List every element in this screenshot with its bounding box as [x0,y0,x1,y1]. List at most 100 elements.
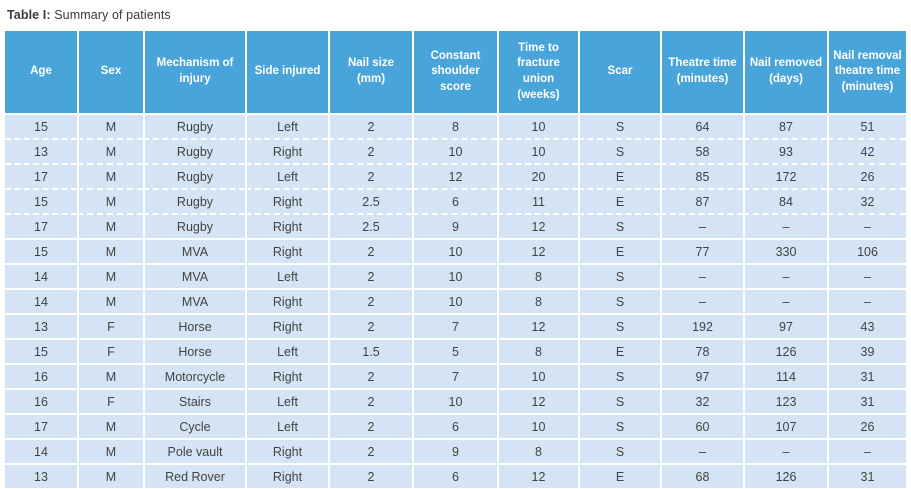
table-row: 17 M Rugby Left 2 12 20 E 85 172 26 [5,163,906,188]
table-cell: 12 [497,463,578,488]
table-cell: Right [245,213,328,238]
table-row: 15 M MVA Right 2 10 12 E 77 330 106 [5,238,906,263]
table-cell: 2 [328,113,412,138]
table-cell: M [77,438,143,463]
table-cell: – [660,438,743,463]
table-cell: S [578,313,660,338]
table-cell: M [77,213,143,238]
table-cell: 2 [328,263,412,288]
column-header: Nail removal theatre time (minutes) [827,31,906,113]
table-cell: 58 [660,138,743,163]
table-cell: Stairs [143,388,245,413]
patients-table: Age Sex Mechanism of injury Side injured Nai… [5,31,906,488]
table-cell: 85 [660,163,743,188]
table-cell: Right [245,188,328,213]
table-cell: – [743,263,827,288]
table-cell: M [77,463,143,488]
table-cell: 60 [660,413,743,438]
table-cell: 330 [743,238,827,263]
table-cell: 2 [328,138,412,163]
table-cell: F [77,388,143,413]
table-cell: M [77,263,143,288]
table-cell: 32 [660,388,743,413]
table-cell: 114 [743,363,827,388]
table-cell: 5 [412,338,497,363]
table-cell: 12 [497,213,578,238]
table-row: 17 M Cycle Left 2 6 10 S 60 107 26 [5,413,906,438]
table-cell: 2 [328,313,412,338]
table-cell: S [578,438,660,463]
table-cell: Right [245,313,328,338]
table-row: 16 M Motorcycle Right 2 7 10 S 97 114 31 [5,363,906,388]
table-cell: Left [245,388,328,413]
table-cell: 9 [412,213,497,238]
table-cell: 2 [328,388,412,413]
table-cell: M [77,288,143,313]
table-cell: M [77,113,143,138]
table-cell: – [827,438,906,463]
table-cell: Red Rover [143,463,245,488]
table-cell: 14 [5,288,77,313]
table-cell: 31 [827,388,906,413]
table-cell: 12 [412,163,497,188]
table-cell: M [77,163,143,188]
table-cell: 78 [660,338,743,363]
table-cell: – [743,213,827,238]
table-cell: 6 [412,463,497,488]
table-cell: 9 [412,438,497,463]
table-cell: MVA [143,238,245,263]
table-cell: 14 [5,438,77,463]
table-cell: Horse [143,313,245,338]
table-cell: 106 [827,238,906,263]
table-cell: – [660,213,743,238]
header-row: Age Sex Mechanism of injury Side injured Nai… [5,31,906,113]
table-cell: 97 [743,313,827,338]
table-cell: 16 [5,388,77,413]
table-cell: 10 [412,138,497,163]
table-cell: 15 [5,113,77,138]
table-cell: 17 [5,213,77,238]
table-cell: 2 [328,463,412,488]
column-header: Age [5,31,77,113]
table-cell: E [578,338,660,363]
table-cell: Right [245,438,328,463]
table-cell: Rugby [143,188,245,213]
table-cell: Left [245,338,328,363]
column-header: Constant shoulder score [412,31,497,113]
table-row: 14 M MVA Left 2 10 8 S – – – [5,263,906,288]
table-cell: Right [245,288,328,313]
table-cell: M [77,413,143,438]
table-row: 17 M Rugby Right 2.5 9 12 S – – – [5,213,906,238]
table-cell: 12 [497,313,578,338]
table-cell: 97 [660,363,743,388]
table-cell: Left [245,163,328,188]
table-cell: S [578,263,660,288]
table-cell: 84 [743,188,827,213]
table-cell: 10 [497,413,578,438]
table-cell: 2 [328,288,412,313]
table-cell: 172 [743,163,827,188]
table-cell: 126 [743,463,827,488]
table-cell: 10 [497,138,578,163]
table-cell: 20 [497,163,578,188]
table-cell: 2.5 [328,188,412,213]
table-cell: S [578,138,660,163]
table-cell: Right [245,363,328,388]
table-cell: 42 [827,138,906,163]
table-cell: 10 [497,363,578,388]
column-header: Sex [77,31,143,113]
table-cell: M [77,363,143,388]
table-cell: Right [245,238,328,263]
table-cell: F [77,313,143,338]
table-cell: 64 [660,113,743,138]
table-cell: 13 [5,138,77,163]
table-cell: 17 [5,413,77,438]
table-cell: 32 [827,188,906,213]
table-cell: 31 [827,363,906,388]
table-row: 13 M Red Rover Right 2 6 12 E 68 126 31 [5,463,906,488]
table-cell: 10 [412,238,497,263]
table-cell: Rugby [143,163,245,188]
table-cell: – [827,213,906,238]
table-cell: 8 [497,438,578,463]
